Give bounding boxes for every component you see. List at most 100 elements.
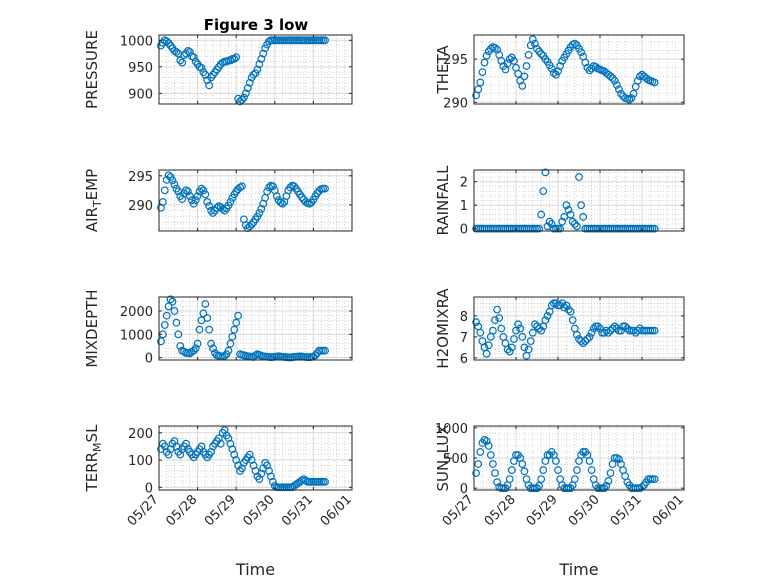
data-point [549,69,558,77]
y-axis-label: AIRTEMP [83,169,104,232]
data-point [245,222,254,231]
data-point [226,198,235,206]
data-point [255,209,264,217]
data-point [585,457,594,465]
data-point [648,224,657,233]
data-point [497,484,506,493]
data-point [157,337,165,346]
data-point [650,78,659,87]
y-axis-label: MIXDEPTH [83,289,101,367]
data-point [503,59,512,68]
data-point [610,322,619,331]
data-point [646,326,655,335]
y-tick-label: 290 [128,199,153,214]
y-tick-label: 295 [128,170,153,185]
y-tick-label: 1000 [120,34,153,49]
data-point [486,451,495,459]
data-point [185,48,194,56]
data-point [568,217,577,226]
data-point [172,318,181,327]
y-axis-label: RAINFALL [434,165,452,236]
data-point [263,187,271,196]
data-point [552,224,560,233]
data-point [174,330,183,339]
data-point [199,309,208,318]
data-point [478,68,487,76]
data-point [184,187,192,196]
data-point [297,193,306,202]
data-point [321,184,329,193]
data-point [268,477,277,486]
data-point [518,333,527,341]
data-point [259,49,268,58]
data-point [212,203,221,212]
data-point [507,466,516,474]
axes-box [158,296,353,361]
data-point [547,64,556,73]
axes-box [158,425,353,491]
data-point [482,437,491,445]
data-point [158,198,167,206]
y-axis-label: PRESSURE [83,30,101,109]
data-point [564,205,573,214]
data-point [224,346,233,355]
data-point [195,325,204,334]
data-point [230,325,239,334]
data-point [570,220,579,228]
data-point [581,58,590,67]
data-point [537,326,546,335]
data-point [543,312,552,320]
data-point [193,339,202,348]
data-point [226,339,235,348]
data-point [474,85,483,94]
data-point [185,192,194,201]
data-point [646,475,655,484]
data-point [541,316,550,325]
y-tick-label: 200 [128,427,153,442]
data-point [562,201,571,210]
y-tick-label: 0 [145,352,153,367]
data-point [575,173,583,181]
data-point [272,192,281,201]
subplot-5: 0 1000 2000 MIXDEPTH [83,289,353,368]
data-point [203,314,212,322]
data-point [541,168,550,177]
data-point [537,50,546,58]
data-point [581,337,590,346]
data-point [558,299,567,308]
data-point [220,206,229,215]
data-point [524,50,533,59]
data-point [507,343,516,352]
data-point [604,328,613,337]
data-point [489,326,497,335]
data-point [514,320,522,329]
data-point [633,76,642,85]
y-tick-label: 295 [443,53,468,68]
subplot-6: 6 7 8 H2OMIXRA [434,288,685,369]
data-point [566,210,575,219]
data-point [201,300,210,308]
data-point [238,95,246,104]
data-point [228,332,237,341]
data-point [164,171,173,180]
data-point [218,205,227,213]
data-point [191,344,200,353]
data-point [505,347,514,356]
data-point [209,344,217,353]
data-point [642,74,651,83]
data-point [493,478,502,487]
data-point [249,70,258,79]
data-point [516,76,525,85]
data-point [606,72,615,81]
data-point [243,84,252,92]
data-point [176,56,185,65]
data-point [497,324,506,333]
data-point [257,54,266,63]
data-point [278,199,287,208]
data-point [619,92,627,101]
data-point [621,322,630,331]
data-point [216,439,225,448]
data-point [604,477,613,485]
data-point [162,37,171,46]
